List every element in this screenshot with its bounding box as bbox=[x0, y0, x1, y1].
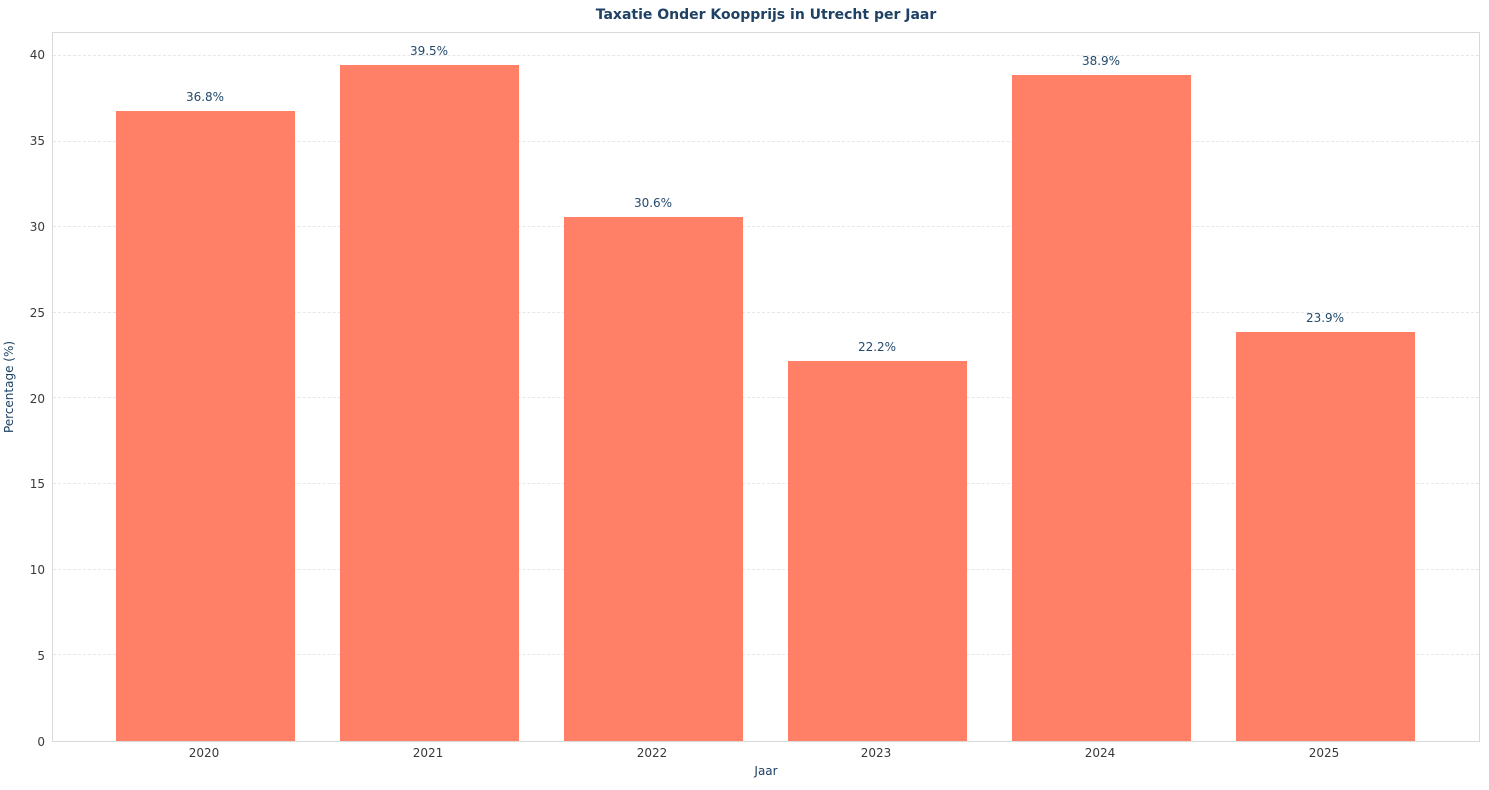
bar-2021 bbox=[339, 64, 519, 741]
bar-2022 bbox=[563, 216, 743, 741]
bar-value-label: 36.8% bbox=[185, 89, 225, 104]
bar-value-label: 38.9% bbox=[1081, 53, 1121, 68]
y-tick-label: 30 bbox=[29, 219, 45, 234]
x-tick-label: 2023 bbox=[860, 746, 892, 760]
bar-2025 bbox=[1235, 331, 1415, 741]
bar-value-label: 22.2% bbox=[857, 339, 897, 354]
gridline bbox=[53, 54, 1479, 56]
bar-2024 bbox=[1011, 74, 1191, 741]
gridline bbox=[53, 140, 1479, 142]
bar-value-label: 39.5% bbox=[409, 43, 449, 58]
y-tick-label: 25 bbox=[29, 305, 45, 320]
y-axis-ticks: 0 5 10 15 20 25 30 35 40 bbox=[0, 32, 45, 748]
gridline bbox=[53, 397, 1479, 399]
y-tick-label: 10 bbox=[29, 563, 45, 578]
x-axis-ticks: 2020 2021 2022 2023 2024 2025 bbox=[52, 747, 1480, 763]
y-tick-label: 40 bbox=[29, 48, 45, 63]
y-tick-label: 15 bbox=[29, 477, 45, 492]
gridline bbox=[53, 483, 1479, 485]
x-tick-label: 2020 bbox=[188, 746, 220, 760]
y-axis-title: Percentage (%) bbox=[2, 340, 16, 434]
y-tick-label: 5 bbox=[37, 649, 45, 664]
y-tick-label: 0 bbox=[37, 735, 45, 749]
plot-area: 36.8% 39.5% 30.6% 22.2% 38.9% 23.9% bbox=[52, 32, 1480, 742]
x-tick-label: 2024 bbox=[1084, 746, 1116, 760]
x-tick-label: 2021 bbox=[412, 746, 444, 760]
gridline bbox=[53, 654, 1479, 656]
x-tick-label: 2025 bbox=[1308, 746, 1340, 760]
gridline bbox=[53, 226, 1479, 228]
gridline bbox=[53, 311, 1479, 313]
y-tick-label: 20 bbox=[29, 391, 45, 406]
x-axis-title: Jaar bbox=[754, 764, 778, 778]
y-tick-label: 35 bbox=[29, 133, 45, 148]
chart-title: Taxatie Onder Koopprijs in Utrecht per J… bbox=[595, 7, 937, 23]
bar-value-label: 30.6% bbox=[633, 195, 673, 210]
bar-value-label: 23.9% bbox=[1305, 310, 1345, 325]
x-tick-label: 2022 bbox=[636, 746, 668, 760]
bar-2023 bbox=[787, 360, 967, 741]
bar-2020 bbox=[115, 110, 295, 741]
gridline bbox=[53, 568, 1479, 570]
